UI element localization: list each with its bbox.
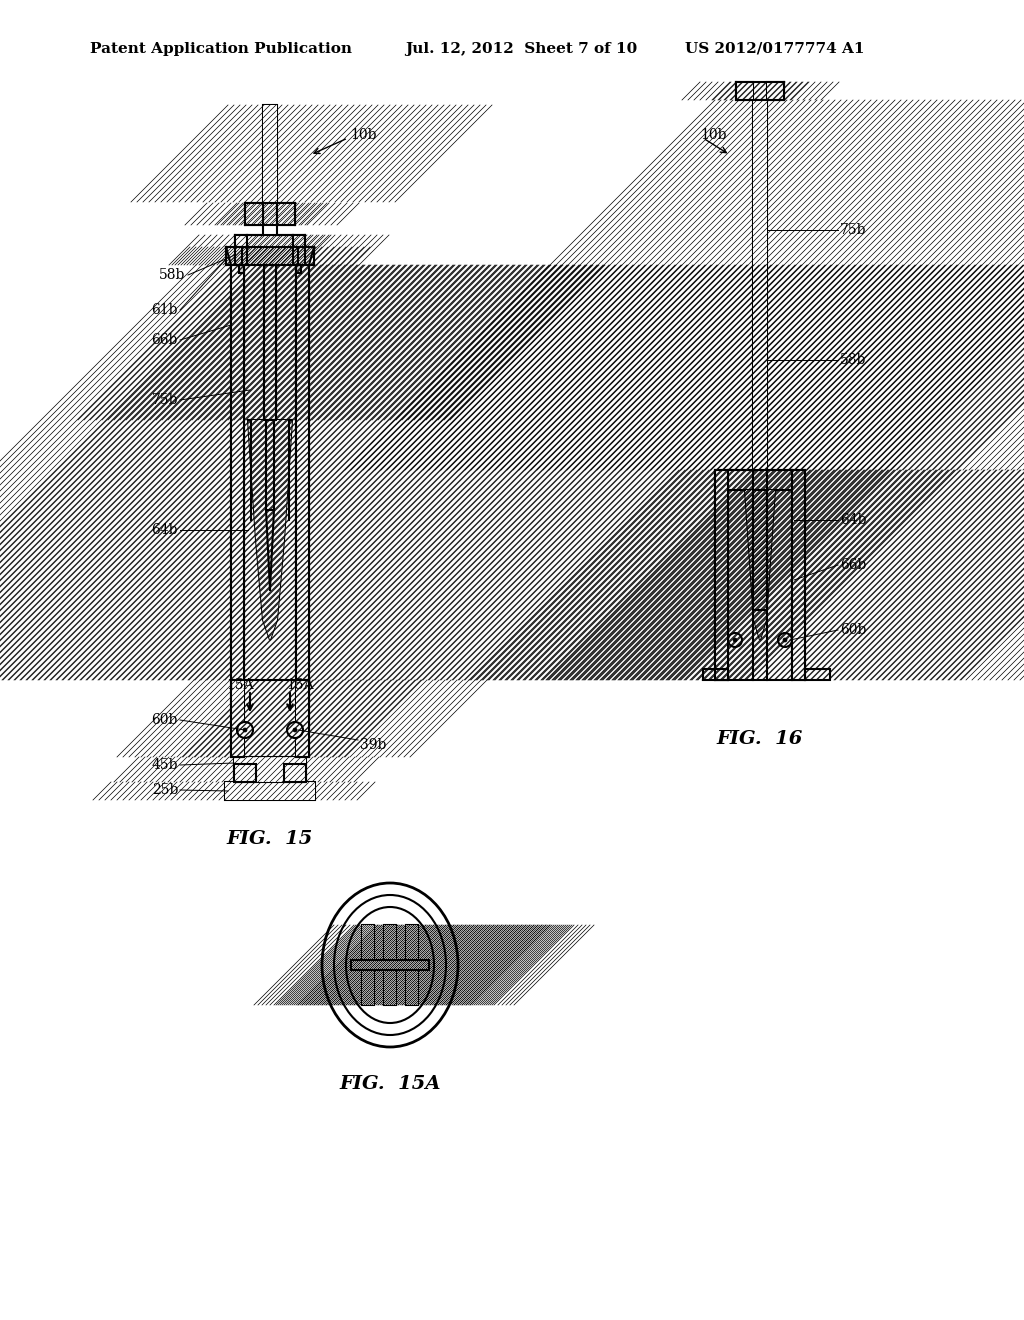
Text: FIG.  15: FIG. 15 (226, 830, 313, 847)
Circle shape (293, 729, 297, 733)
Bar (266, 420, 274, 510)
Text: 25b: 25b (152, 783, 178, 797)
Bar (264, 265, 276, 420)
Bar (296, 265, 301, 273)
Text: 39b: 39b (360, 738, 386, 752)
Bar (234, 756, 306, 781)
Text: 61b: 61b (152, 304, 178, 317)
Bar (234, 764, 256, 781)
Polygon shape (745, 490, 775, 640)
Text: 60b: 60b (152, 713, 178, 727)
Bar (278, 203, 295, 224)
Bar (225, 781, 315, 800)
Bar (264, 265, 276, 420)
Bar (703, 669, 728, 680)
Bar (792, 470, 805, 680)
Text: FIG.  15A: FIG. 15A (339, 1074, 440, 1093)
Circle shape (728, 634, 742, 647)
Ellipse shape (334, 895, 446, 1035)
Text: 58b: 58b (159, 268, 185, 282)
Bar (767, 82, 784, 100)
Bar (736, 82, 753, 100)
Bar (753, 100, 767, 470)
Text: 64b: 64b (152, 523, 178, 537)
Bar (296, 680, 309, 756)
Text: Patent Application Publication: Patent Application Publication (90, 42, 352, 55)
Bar (234, 235, 247, 265)
Text: FIG.  16: FIG. 16 (717, 730, 803, 748)
Bar (231, 265, 244, 680)
Bar (406, 925, 418, 1005)
Bar (362, 925, 374, 1005)
Bar (384, 925, 396, 1005)
Bar (406, 925, 418, 1005)
Bar (234, 756, 306, 781)
Polygon shape (248, 420, 292, 640)
Bar (278, 203, 295, 224)
Bar (284, 764, 306, 781)
Text: 15A: 15A (226, 678, 254, 692)
Circle shape (243, 729, 247, 733)
Text: 58b: 58b (840, 352, 866, 367)
Bar (245, 203, 263, 224)
Bar (242, 247, 298, 265)
Text: 10b: 10b (700, 128, 726, 143)
Bar (225, 781, 315, 800)
Bar (715, 470, 728, 680)
Circle shape (733, 638, 737, 642)
Bar (231, 680, 244, 756)
Polygon shape (745, 490, 775, 640)
Circle shape (237, 722, 253, 738)
Ellipse shape (346, 907, 434, 1023)
Ellipse shape (322, 883, 458, 1047)
Text: 64b: 64b (840, 513, 866, 527)
Bar (226, 247, 242, 265)
Bar (247, 235, 293, 265)
Text: 60b: 60b (840, 623, 866, 638)
Bar (293, 235, 305, 265)
Bar (351, 960, 429, 970)
Circle shape (783, 638, 787, 642)
Bar (792, 470, 805, 680)
Bar (298, 247, 314, 265)
Bar (362, 925, 374, 1005)
Text: Jul. 12, 2012  Sheet 7 of 10: Jul. 12, 2012 Sheet 7 of 10 (406, 42, 637, 55)
Bar (715, 470, 728, 680)
Text: 10b: 10b (350, 128, 377, 143)
Bar (263, 106, 278, 202)
Polygon shape (248, 420, 292, 640)
Text: 15A: 15A (286, 678, 313, 692)
Bar (753, 100, 767, 470)
Bar (293, 235, 305, 265)
Bar (298, 247, 314, 265)
Circle shape (287, 722, 303, 738)
Text: 75b: 75b (840, 223, 866, 238)
Bar (767, 82, 784, 100)
Bar (296, 265, 309, 680)
Bar (245, 203, 263, 224)
Bar (231, 680, 244, 756)
Bar (231, 265, 244, 680)
Bar (226, 247, 242, 265)
Text: US 2012/0177774 A1: US 2012/0177774 A1 (685, 42, 864, 55)
Text: 66b: 66b (840, 558, 866, 572)
Bar (296, 265, 309, 680)
Bar (296, 680, 309, 756)
Bar (736, 82, 753, 100)
Bar (384, 925, 396, 1005)
Bar (805, 669, 830, 680)
Text: 75b: 75b (152, 393, 178, 407)
Bar (239, 265, 244, 273)
Bar (263, 106, 278, 202)
Circle shape (778, 634, 792, 647)
Text: 45b: 45b (152, 758, 178, 772)
Bar (234, 235, 247, 265)
Bar (753, 490, 767, 610)
Text: 66b: 66b (152, 333, 178, 347)
